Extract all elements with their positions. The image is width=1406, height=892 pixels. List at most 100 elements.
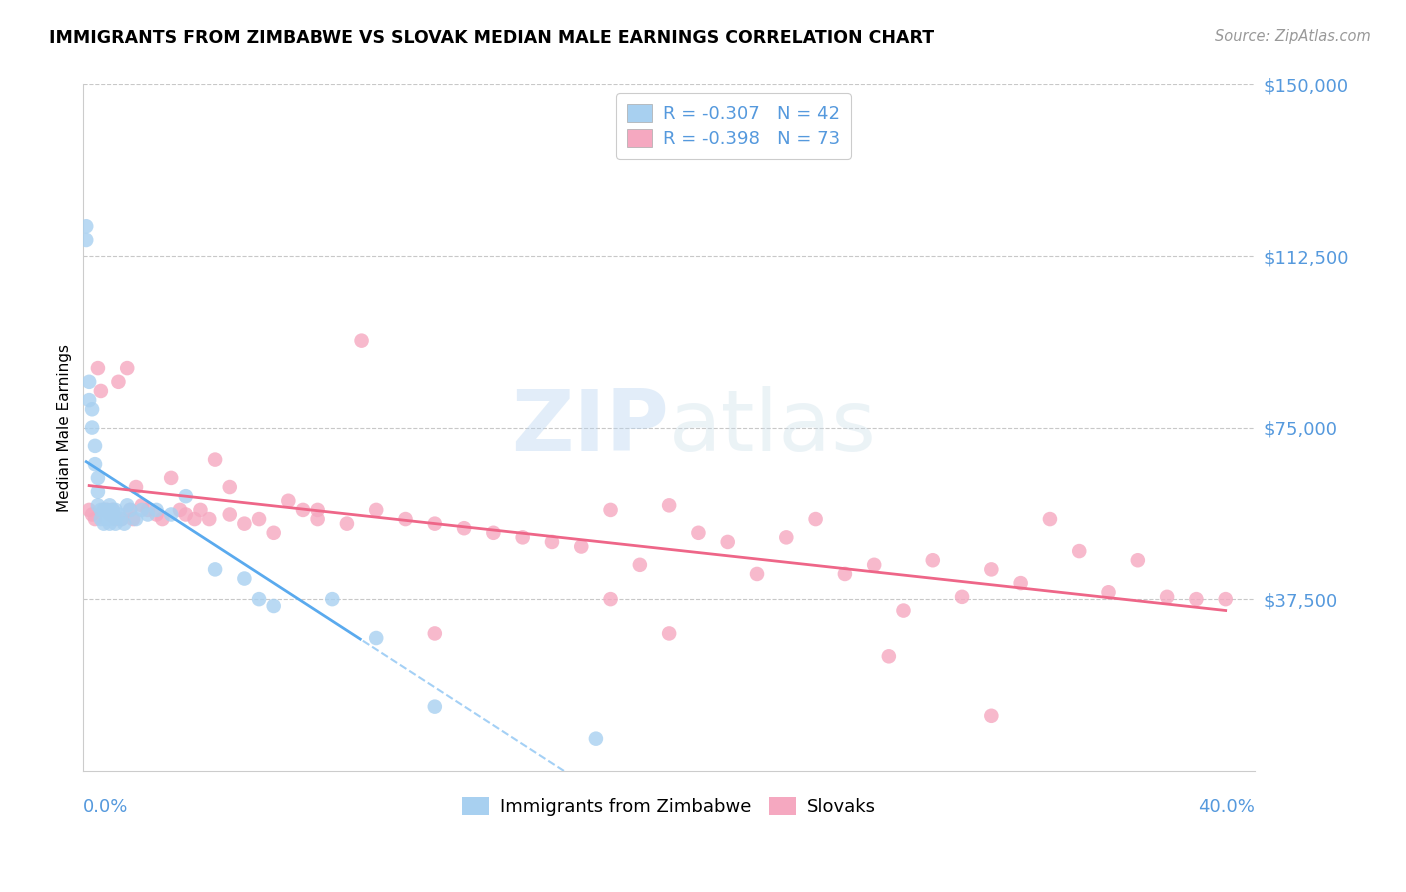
- Point: [150, 512, 173, 526]
- Text: 0.0%: 0.0%: [83, 797, 129, 816]
- Point: [131, 499, 153, 513]
- Point: [423, 516, 446, 531]
- Point: [80, 402, 103, 417]
- Point: [307, 512, 329, 526]
- Point: [1156, 590, 1178, 604]
- Point: [115, 361, 138, 376]
- Point: [104, 512, 127, 526]
- Point: [87, 471, 110, 485]
- Point: [1010, 576, 1032, 591]
- Point: [160, 508, 183, 522]
- Point: [658, 499, 681, 513]
- Point: [96, 512, 118, 526]
- Point: [1126, 553, 1149, 567]
- Point: [423, 626, 446, 640]
- Text: Source: ZipAtlas.com: Source: ZipAtlas.com: [1215, 29, 1371, 44]
- Point: [321, 592, 343, 607]
- Point: [863, 558, 886, 572]
- Point: [107, 375, 129, 389]
- Point: [87, 499, 110, 513]
- Point: [775, 530, 797, 544]
- Point: [599, 592, 621, 607]
- Point: [98, 508, 121, 522]
- Point: [125, 512, 148, 526]
- Point: [145, 508, 167, 522]
- Point: [169, 503, 191, 517]
- Point: [93, 503, 115, 517]
- Point: [84, 439, 107, 453]
- Point: [482, 525, 505, 540]
- Point: [688, 525, 710, 540]
- Point: [453, 521, 475, 535]
- Point: [115, 499, 138, 513]
- Point: [80, 508, 103, 522]
- Point: [658, 626, 681, 640]
- Point: [190, 503, 212, 517]
- Point: [77, 503, 100, 517]
- Point: [204, 562, 226, 576]
- Point: [717, 535, 740, 549]
- Point: [104, 503, 127, 517]
- Point: [204, 452, 226, 467]
- Point: [233, 516, 256, 531]
- Point: [350, 334, 373, 348]
- Point: [1185, 592, 1208, 607]
- Point: [336, 516, 359, 531]
- Point: [247, 512, 270, 526]
- Point: [921, 553, 943, 567]
- Point: [125, 480, 148, 494]
- Point: [198, 512, 221, 526]
- Point: [160, 471, 183, 485]
- Point: [1097, 585, 1119, 599]
- Point: [980, 708, 1002, 723]
- Point: [628, 558, 651, 572]
- Point: [1215, 592, 1237, 607]
- Point: [1069, 544, 1091, 558]
- Point: [87, 361, 110, 376]
- Point: [136, 503, 159, 517]
- Point: [366, 503, 388, 517]
- Point: [145, 503, 167, 517]
- Point: [950, 590, 973, 604]
- Point: [291, 503, 314, 517]
- Text: 40.0%: 40.0%: [1198, 797, 1256, 816]
- Point: [87, 484, 110, 499]
- Point: [98, 516, 121, 531]
- Point: [512, 530, 534, 544]
- Point: [120, 503, 142, 517]
- Point: [183, 512, 205, 526]
- Point: [877, 649, 900, 664]
- Point: [804, 512, 827, 526]
- Text: atlas: atlas: [669, 386, 877, 469]
- Point: [585, 731, 607, 746]
- Legend: Immigrants from Zimbabwe, Slovaks: Immigrants from Zimbabwe, Slovaks: [454, 790, 883, 823]
- Point: [110, 512, 132, 526]
- Point: [366, 631, 388, 645]
- Point: [834, 566, 856, 581]
- Point: [101, 503, 124, 517]
- Text: IMMIGRANTS FROM ZIMBABWE VS SLOVAK MEDIAN MALE EARNINGS CORRELATION CHART: IMMIGRANTS FROM ZIMBABWE VS SLOVAK MEDIA…: [49, 29, 935, 46]
- Point: [394, 512, 416, 526]
- Point: [101, 503, 124, 517]
- Point: [96, 503, 118, 517]
- Point: [104, 516, 127, 531]
- Point: [75, 233, 97, 247]
- Point: [84, 512, 107, 526]
- Point: [745, 566, 768, 581]
- Point: [93, 503, 115, 517]
- Point: [96, 503, 118, 517]
- Point: [120, 503, 142, 517]
- Point: [112, 516, 135, 531]
- Point: [131, 503, 153, 517]
- Point: [98, 499, 121, 513]
- Point: [77, 375, 100, 389]
- Point: [101, 512, 124, 526]
- Point: [277, 493, 299, 508]
- Point: [90, 503, 112, 517]
- Point: [77, 393, 100, 408]
- Point: [136, 508, 159, 522]
- Point: [423, 699, 446, 714]
- Point: [307, 503, 329, 517]
- Point: [84, 457, 107, 471]
- Point: [90, 512, 112, 526]
